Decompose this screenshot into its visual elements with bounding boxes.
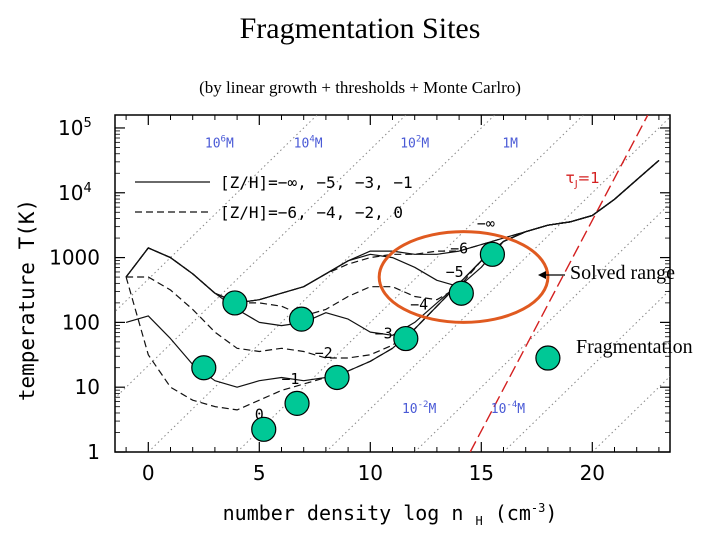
y-tick-label: 105 bbox=[58, 116, 92, 140]
jeans-mass-exponent: -4 bbox=[506, 400, 517, 410]
curve-label: −3 bbox=[375, 325, 393, 343]
jeans-mass-unit: M bbox=[517, 402, 525, 417]
page-subtitle: (by linear growth + thresholds + Monte C… bbox=[199, 78, 521, 97]
x-tick-label: 5 bbox=[253, 461, 266, 485]
plot-area bbox=[115, 115, 670, 452]
y-tick-label: 1000 bbox=[49, 246, 100, 270]
solved-range-ellipse bbox=[377, 230, 550, 324]
curve-label: −∞ bbox=[477, 214, 495, 232]
page-title: Fragmentation Sites bbox=[239, 12, 481, 45]
x-tick-label: 0 bbox=[142, 461, 155, 485]
y-tick-label: 104 bbox=[58, 181, 92, 205]
x-axis-label: number density log n H (cm-3) bbox=[223, 501, 558, 528]
x-axis-label-subscript: H bbox=[475, 514, 482, 528]
jeans-mass-label: 10-2M bbox=[402, 400, 437, 417]
x-axis-unit-close: ) bbox=[545, 501, 557, 525]
y-tick-label: 1 bbox=[87, 440, 100, 464]
x-tick-label: 10 bbox=[358, 461, 383, 485]
jeans-mass-exponent: -2 bbox=[418, 400, 429, 410]
jeans-mass-unit: M bbox=[315, 136, 323, 151]
curve-label: −4 bbox=[410, 295, 428, 313]
y-tick-label: 10 bbox=[75, 375, 100, 399]
guide-line bbox=[115, 115, 407, 399]
fragmentation-marker bbox=[324, 364, 350, 391]
fragmentation-marker bbox=[191, 355, 217, 381]
fragmentation-marker bbox=[251, 416, 277, 442]
solved-range-annotation: Solved range bbox=[570, 262, 675, 284]
curve-label: 0 bbox=[255, 406, 264, 424]
fragmentation-marker bbox=[448, 280, 474, 306]
jeans-mass-exponent: 2 bbox=[416, 134, 421, 144]
curve-label: −6 bbox=[450, 240, 468, 258]
fragmentation-marker bbox=[284, 390, 310, 416]
fragmentation-marker bbox=[393, 325, 419, 352]
x-tick-label: 20 bbox=[580, 461, 605, 485]
x-tick-label: 15 bbox=[469, 461, 494, 485]
jeans-mass-unit: M bbox=[510, 136, 518, 151]
fragmentation-marker bbox=[535, 345, 561, 371]
y-tick-exponent: 5 bbox=[83, 116, 91, 131]
fragmentation-marker bbox=[222, 290, 248, 316]
fragmentation-marker bbox=[479, 241, 505, 267]
jeans-mass-unit: M bbox=[226, 136, 234, 151]
curve-label: −5 bbox=[446, 263, 464, 281]
curve-label: −1 bbox=[281, 370, 299, 388]
solved-range-arrowhead bbox=[538, 271, 546, 279]
jeans-mass-exponent: 6 bbox=[221, 134, 226, 144]
tau-label-subscript: J bbox=[574, 179, 578, 190]
tau-label: τJ=1 bbox=[566, 169, 600, 190]
jeans-mass-unit: M bbox=[428, 402, 436, 417]
jeans-mass-label: 106M bbox=[205, 134, 234, 151]
curve-label: −2 bbox=[315, 344, 333, 362]
jeans-mass-label: 1M bbox=[502, 136, 518, 151]
y-tick-exponent: 4 bbox=[83, 181, 91, 196]
jeans-mass-unit: M bbox=[421, 136, 429, 151]
jeans-mass-label: 104M bbox=[294, 134, 323, 151]
fragmentation-marker bbox=[288, 306, 315, 332]
y-axis-label: temperature T(K) bbox=[15, 199, 39, 401]
x-axis-unit-exponent: -3 bbox=[531, 501, 545, 515]
tau-line bbox=[469, 115, 649, 452]
jeans-mass-label: 102M bbox=[400, 134, 429, 151]
legend-label: [Z/H]=−∞, −5, −3, −1 bbox=[220, 173, 413, 192]
fragmentation-annotation: Fragmentation bbox=[576, 336, 693, 358]
x-axis-unit: (cm bbox=[483, 501, 531, 525]
legend-label: [Z/H]=−6, −4, −2, 0 bbox=[220, 203, 403, 222]
jeans-mass-label: 10-4M bbox=[491, 400, 526, 417]
jeans-mass-exponent: 4 bbox=[309, 134, 314, 144]
guide-line bbox=[147, 115, 495, 452]
tau-label-rest: =1 bbox=[578, 169, 600, 187]
series-line-8 bbox=[125, 159, 660, 411]
y-tick-label: 100 bbox=[62, 310, 100, 334]
